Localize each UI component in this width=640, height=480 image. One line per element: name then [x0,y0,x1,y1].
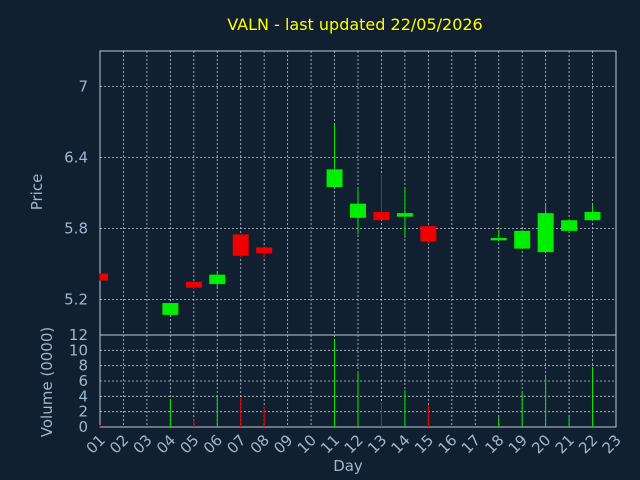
x-tick-label: 13 [364,431,390,457]
candle-body [185,281,202,288]
price-panel: 5.2 5.8 6.4 7 [64,50,617,336]
volume-tick-label: 0 [78,418,88,436]
x-tick-label: 19 [505,431,531,457]
x-tick-label: 05 [176,431,202,457]
price-tick-label: 7 [78,78,88,96]
price-tick-label: 6.4 [64,149,88,167]
x-tick-label: 14 [388,431,414,457]
candle-body [350,203,366,218]
x-tick-label: 15 [411,431,437,457]
chart-title: VALN - last updated 22/05/2026 [227,15,482,34]
candle-body [232,234,249,256]
price-axis-label: Price [28,174,46,211]
x-tick-label: 16 [434,431,460,457]
x-tick-label: 20 [528,431,554,457]
volume-axis-label: Volume (0000) [38,327,56,437]
candle-body [584,211,601,221]
volume-tick-label: 10 [69,341,88,359]
candle-body [162,303,179,315]
candle-body [326,169,343,188]
price-tick-label: 5.2 [64,291,88,309]
x-axis-label: Day [333,457,363,475]
x-tick-label: 02 [106,431,132,457]
x-tick-label: 21 [552,431,578,457]
price-tick-label: 5.8 [64,220,88,238]
x-tick-label: 09 [270,431,296,457]
volume-tick-label: 8 [78,357,88,375]
x-tick-label: 08 [247,431,273,457]
x-tick-label: 11 [317,431,343,457]
x-tick-label: 23 [599,431,625,457]
x-tick-label: 17 [458,431,484,457]
candle-body [256,247,273,254]
candle-body [490,237,507,241]
x-tick-label: 18 [481,431,507,457]
x-tick-labels: 0102030405060708091011121314151617181920… [83,431,625,457]
candle-body [100,273,108,281]
volume-tick-label: 12 [69,326,88,344]
x-tick-label: 06 [200,431,226,457]
volume-tick-label: 6 [78,372,88,390]
x-tick-label: 12 [341,431,367,457]
candle-body [373,211,390,221]
candle-body [396,213,413,217]
x-tick-label: 10 [294,431,320,457]
x-tick-label: 07 [223,431,249,457]
candle-body [561,220,578,231]
volume-tick-label: 2 [78,403,88,421]
x-tick-label: 04 [153,431,179,457]
x-tick-label: 22 [575,431,601,457]
x-tick-label: 03 [130,431,156,457]
volume-tick-label: 4 [78,387,88,405]
candle-body [514,230,531,249]
candle-body [209,274,226,285]
candle-body [537,213,554,253]
candle-body [420,226,437,242]
